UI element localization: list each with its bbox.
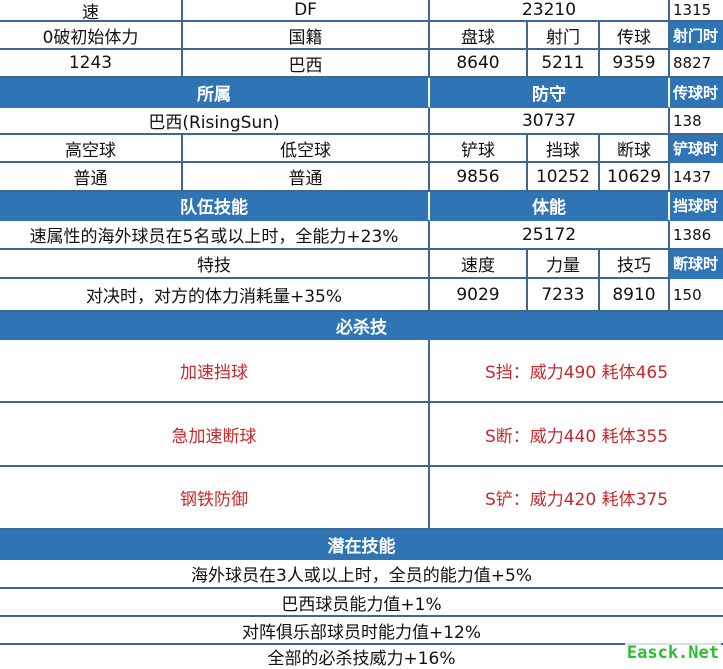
- label-initial-stamina: 0破初始体力: [0, 22, 183, 50]
- value-shoot-when: 8827: [670, 50, 723, 78]
- value-tackle: 9856: [430, 163, 528, 192]
- label-dribble: 盘球: [430, 22, 528, 50]
- cell-position: DF: [183, 0, 430, 22]
- value-low-ball: 普通: [183, 163, 430, 192]
- latent-skill-item: 巴西球员能力值+1%: [0, 589, 723, 617]
- value-special-trait: 对决时，对方的体力消耗量+35%: [0, 279, 430, 312]
- value-tackle-when: 1437: [670, 163, 723, 192]
- special-move-stats: S挡：威力490 耗体465: [430, 340, 723, 403]
- label-speed: 速度: [430, 250, 528, 279]
- latent-skill-item: 全部的必杀技威力+16%: [0, 645, 723, 669]
- value-shoot: 5211: [528, 50, 600, 78]
- cell-attribute: 速: [0, 0, 183, 23]
- cell-value: 1315: [670, 0, 723, 22]
- header-affiliation: 所属: [0, 78, 430, 108]
- value-nationality: 巴西: [183, 50, 430, 78]
- header-defense: 防守: [430, 78, 670, 108]
- value-pass: 9359: [600, 50, 670, 78]
- header-latent-skills: 潜在技能: [0, 530, 723, 560]
- value-intercept: 10629: [600, 163, 670, 192]
- value-affiliation: 巴西(RisingSun): [0, 108, 430, 135]
- value-technique: 8910: [600, 279, 670, 312]
- label-high-ball: 高空球: [0, 135, 183, 163]
- header-block-when: 挡球时: [670, 192, 723, 221]
- label-pass: 传球: [600, 22, 670, 50]
- value-power: 7233: [528, 279, 600, 312]
- special-move-stats: S断：威力440 耗体355: [430, 403, 723, 467]
- header-stamina: 体能: [430, 192, 670, 221]
- header-pass-when: 传球时: [670, 78, 723, 108]
- special-move-name: 急加速断球: [0, 403, 430, 467]
- value-dribble: 8640: [430, 50, 528, 78]
- header-special-moves: 必杀技: [0, 312, 723, 340]
- latent-skill-item: 海外球员在3人或以上时，全员的能力值+5%: [0, 560, 723, 589]
- header-shoot-when: 射门时: [670, 22, 723, 50]
- header-tackle-when: 铲球时: [670, 135, 723, 163]
- label-technique: 技巧: [600, 250, 670, 279]
- value-high-ball: 普通: [0, 163, 183, 192]
- special-move-name: 加速挡球: [0, 340, 430, 403]
- label-intercept: 断球: [600, 135, 670, 163]
- header-team-skill: 队伍技能: [0, 192, 430, 221]
- label-block: 挡球: [528, 135, 600, 163]
- watermark: Easck.Net: [624, 643, 721, 663]
- value-pass-when: 138: [670, 108, 723, 135]
- value-initial-stamina: 1243: [0, 50, 183, 78]
- label-low-ball: 低空球: [183, 135, 430, 163]
- value-block: 10252: [528, 163, 600, 192]
- label-tackle: 铲球: [430, 135, 528, 163]
- label-special-trait: 特技: [0, 250, 430, 279]
- value-defense: 30737: [430, 108, 670, 135]
- cell-value: 23210: [430, 0, 670, 22]
- latent-skill-item: 对阵俱乐部球员时能力值+12%: [0, 617, 723, 645]
- special-move-stats: S铲：威力420 耗体375: [430, 467, 723, 530]
- value-block-when: 1386: [670, 221, 723, 250]
- value-intercept-when: 150: [670, 279, 723, 312]
- label-nationality: 国籍: [183, 22, 430, 50]
- header-intercept-when: 断球时: [670, 250, 723, 279]
- label-power: 力量: [528, 250, 600, 279]
- label-shoot: 射门: [528, 22, 600, 50]
- value-team-skill: 速属性的海外球员在5名或以上时，全能力+23%: [0, 221, 430, 250]
- value-speed: 9029: [430, 279, 528, 312]
- special-move-name: 钢铁防御: [0, 467, 430, 530]
- value-stamina: 25172: [430, 221, 670, 250]
